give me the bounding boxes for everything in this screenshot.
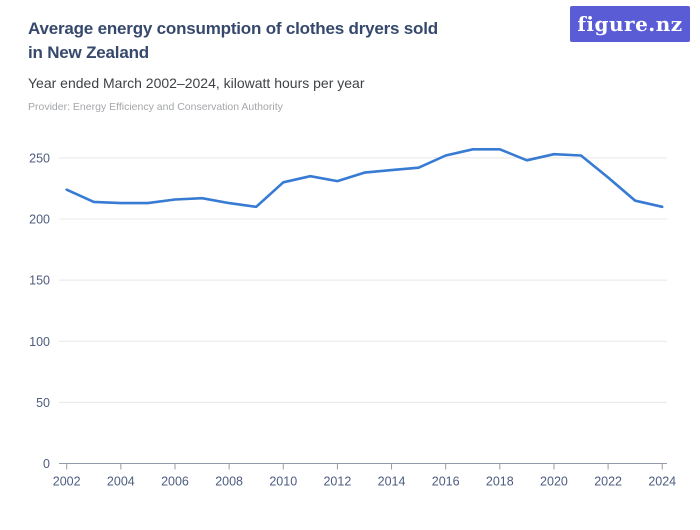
page-title-line-1: Average energy consumption of clothes dr… — [28, 19, 438, 38]
x-axis-label: 2002 — [53, 475, 81, 489]
x-axis-label: 2020 — [540, 475, 568, 489]
line-chart: 0 50 100 150 200 250 2002 2004 2006 2008 2010 2012 2… — [29, 147, 676, 489]
figurenz-logo[interactable]: figure.nz — [570, 6, 690, 42]
y-axis-label: 150 — [29, 274, 50, 288]
y-axis-label: 100 — [29, 335, 50, 349]
x-axis-label: 2004 — [107, 475, 135, 489]
x-axis-label: 2012 — [323, 475, 351, 489]
provider-credit: Provider: Energy Efficiency and Conserva… — [28, 101, 283, 113]
page-title-line-2: in New Zealand — [28, 43, 149, 62]
chart-header: Average energy consumption of clothes dr… — [28, 17, 588, 114]
chart-area: 0 50 100 150 200 250 2002 2004 2006 2008 2010 2012 2… — [0, 128, 700, 525]
y-axis-label: 50 — [36, 396, 50, 410]
x-axis-label: 2024 — [648, 475, 676, 489]
y-axis-label: 200 — [29, 213, 50, 227]
figurenz-logo-text: figure.nz — [577, 12, 683, 36]
data-line — [65, 147, 664, 209]
x-axis-label: 2018 — [486, 475, 514, 489]
x-axis-label: 2010 — [269, 475, 297, 489]
x-axis-label: 2022 — [594, 475, 622, 489]
x-axis-label: 2008 — [215, 475, 243, 489]
x-axis-label: 2014 — [378, 475, 406, 489]
x-axis-label: 2016 — [432, 475, 460, 489]
x-axis-label: 2006 — [161, 475, 189, 489]
chart-subtitle: Year ended March 2002–2024, kilowatt hou… — [28, 75, 365, 91]
y-axis-label: 0 — [43, 457, 50, 471]
y-axis-label: 250 — [29, 151, 50, 165]
